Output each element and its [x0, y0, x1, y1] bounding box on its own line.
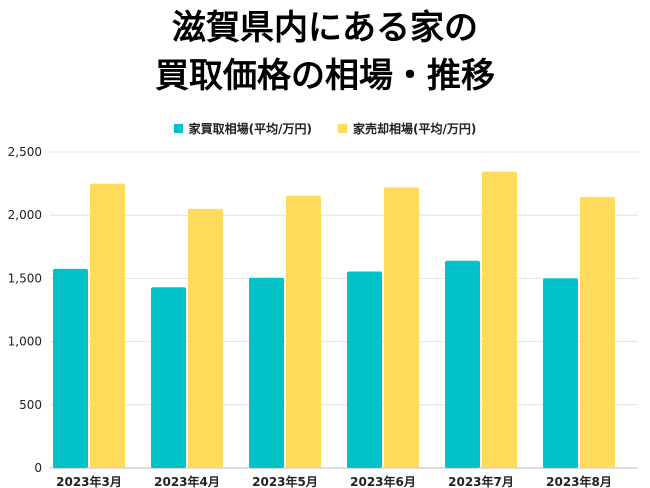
- bar-sell: [384, 187, 419, 468]
- legend-item-sell: 家売却相場(平均/万円): [338, 120, 476, 137]
- legend-item-buy: 家買取相場(平均/万円): [173, 120, 312, 137]
- x-tick-label: 2023年7月: [448, 474, 514, 488]
- chart-title: 滋賀県内にある家の 買取価格の相場・推移: [0, 4, 650, 100]
- y-tick-label: 1,000: [8, 335, 42, 349]
- bar-buy: [543, 278, 578, 468]
- bar-buy: [347, 271, 382, 468]
- x-tick-label: 2023年4月: [154, 474, 220, 488]
- bar-sell: [286, 195, 321, 468]
- chart-title-line-1: 滋賀県内にある家の: [172, 8, 478, 48]
- bar-buy: [151, 287, 186, 468]
- chart-legend: 家買取相場(平均/万円) 家売却相場(平均/万円): [0, 120, 650, 137]
- legend-label-buy: 家買取相場(平均/万円): [188, 122, 312, 136]
- y-tick-label: 1,500: [8, 271, 42, 285]
- bar-sell: [188, 208, 223, 468]
- x-tick-label: 2023年6月: [350, 474, 416, 488]
- bar-sell: [580, 196, 615, 468]
- y-tick-label: 0: [34, 461, 42, 475]
- y-tick-label: 2,000: [8, 208, 42, 222]
- x-tick-label: 2023年3月: [56, 474, 122, 488]
- chart-title-line-2: 買取価格の相場・推移: [155, 56, 495, 96]
- bar-sell: [482, 171, 517, 469]
- bar-buy: [445, 260, 480, 468]
- x-tick-label: 2023年8月: [546, 474, 612, 488]
- y-tick-label: 2,500: [8, 145, 42, 159]
- bar-buy: [53, 268, 88, 468]
- bar-sell: [90, 183, 125, 468]
- y-tick-label: 500: [19, 398, 42, 412]
- legend-label-sell: 家売却相場(平均/万円): [353, 122, 477, 136]
- x-tick-label: 2023年5月: [252, 474, 318, 488]
- bar-buy: [249, 277, 284, 468]
- legend-swatch-sell: [338, 124, 347, 133]
- legend-swatch-buy: [173, 124, 183, 133]
